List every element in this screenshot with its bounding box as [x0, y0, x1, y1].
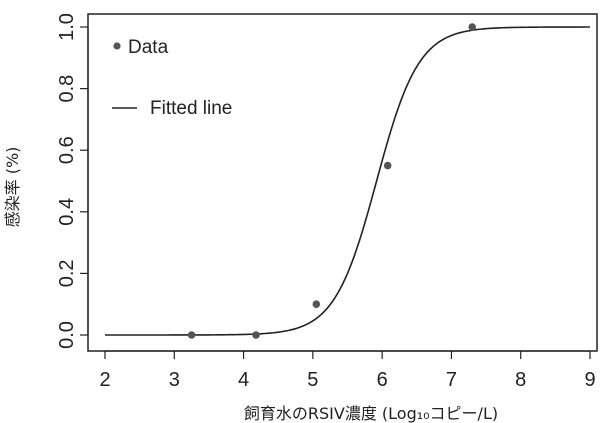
y-axis: 0.0 0.2 0.4 0.6 0.8 1.0 [56, 13, 89, 349]
y-tick-label: 0.0 [56, 321, 78, 349]
fitted-line [105, 26, 590, 336]
x-tick-label: 3 [169, 369, 180, 391]
y-axis-title: 感染率 (%) [3, 147, 22, 228]
x-tick-label: 7 [446, 369, 457, 391]
x-tick-label: 9 [584, 369, 595, 391]
y-tick-label: 0.4 [56, 198, 78, 226]
y-tick-label: 0.2 [56, 259, 78, 287]
data-point [383, 161, 392, 170]
y-tick-label: 0.6 [56, 136, 78, 164]
x-axis-title: 飼育水のRSIV濃度 (Log₁₀コピー/L) [244, 404, 498, 423]
data-point [468, 23, 477, 31]
data-point [252, 331, 260, 339]
x-tick-label: 4 [238, 369, 249, 391]
x-tick-label: 8 [515, 369, 526, 391]
legend-data-marker [113, 42, 121, 50]
legend-data-label: Data [128, 37, 169, 58]
data-point [187, 331, 196, 339]
x-tick-label: 6 [377, 369, 388, 391]
data-point [312, 300, 321, 309]
x-tick-label: 5 [307, 369, 318, 391]
plot-frame [87, 13, 598, 352]
y-tick-label: 0.8 [56, 75, 78, 103]
x-axis: 2 3 4 5 6 7 8 9 [99, 350, 596, 391]
data-points [187, 23, 477, 339]
legend: Data Fitted line [112, 37, 232, 119]
y-tick-label: 1.0 [56, 13, 78, 41]
legend-line-label: Fitted line [150, 98, 232, 119]
x-tick-label: 2 [99, 369, 110, 391]
